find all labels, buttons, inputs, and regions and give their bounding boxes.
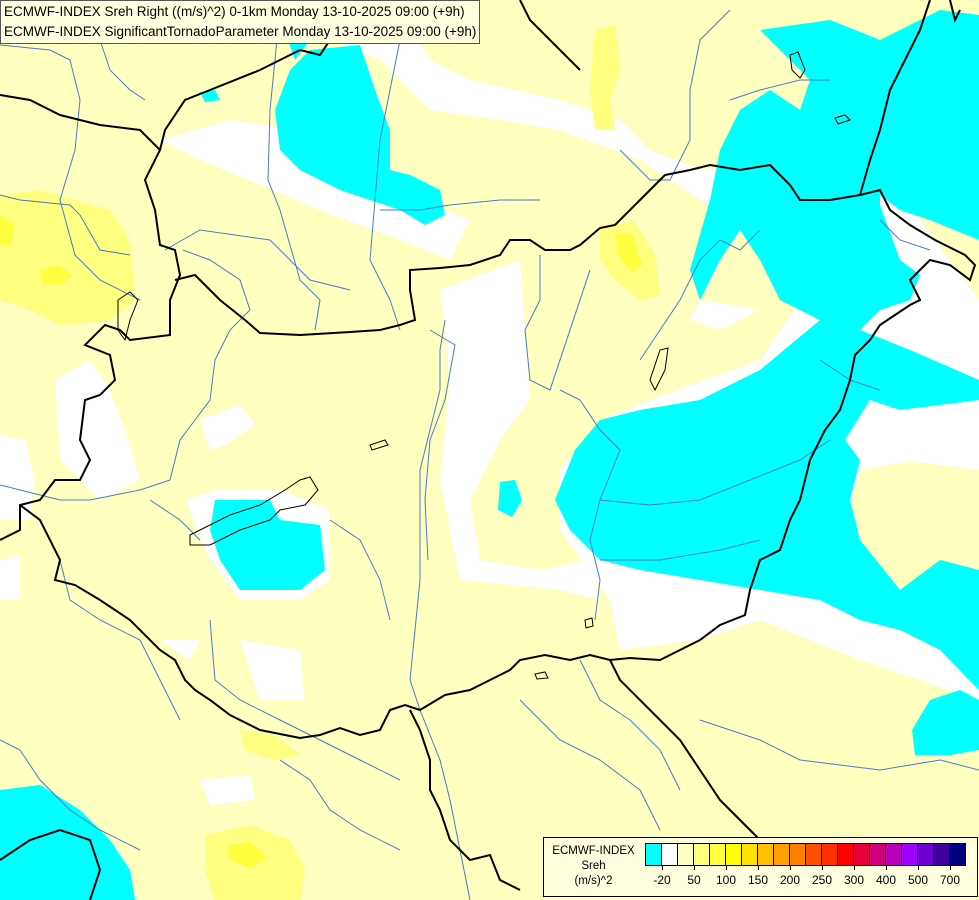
- legend-swatch: [646, 844, 662, 865]
- legend-swatch: [742, 844, 758, 865]
- sreh-yellow-areas: [0, 25, 660, 900]
- legend-swatch: [790, 844, 806, 865]
- rivers: [0, 4, 979, 900]
- legend-swatch: [886, 844, 902, 865]
- legend-swatch: [822, 844, 838, 865]
- legend-swatch: [662, 844, 678, 865]
- legend-tick-label: 400: [875, 873, 897, 887]
- legend-tick-label: 700: [939, 873, 961, 887]
- legend-color-bar: [645, 843, 966, 866]
- legend-swatch: [838, 844, 854, 865]
- legend-tick-label: -20: [653, 873, 671, 887]
- legend-tick-mark: [694, 866, 695, 870]
- legend-swatch: [726, 844, 742, 865]
- legend-tick-label: 250: [811, 873, 833, 887]
- legend-swatch: [950, 844, 965, 865]
- legend-tick-mark: [822, 866, 823, 870]
- legend-tick-mark: [790, 866, 791, 870]
- legend-swatch: [934, 844, 950, 865]
- lakes: [117, 51, 851, 680]
- legend-tick-label: 500: [907, 873, 929, 887]
- legend-tick-mark: [886, 866, 887, 870]
- legend-swatch: [854, 844, 870, 865]
- legend-tick-mark: [662, 866, 663, 870]
- legend-tick-label: 100: [715, 873, 737, 887]
- legend-tick-mark: [950, 866, 951, 870]
- legend-model: ECMWF-INDEX: [552, 845, 635, 857]
- legend-swatch: [870, 844, 886, 865]
- title-line-sreh: ECMWF-INDEX Sreh Right ((m/s)^2) 0-1km M…: [4, 4, 465, 19]
- legend-label: ECMWF-INDEX Sreh (m/s)^2: [546, 844, 641, 889]
- legend-unit: (m/s)^2: [574, 875, 613, 887]
- legend-tick-label: 150: [747, 873, 769, 887]
- map-title-box: ECMWF-INDEX Sreh Right ((m/s)^2) 0-1km M…: [0, 0, 481, 44]
- title-line-stp: ECMWF-INDEX SignificantTornadoParameter …: [4, 24, 477, 39]
- legend-tick-mark: [758, 866, 759, 870]
- legend-swatch: [758, 844, 774, 865]
- legend-swatch: [918, 844, 934, 865]
- legend-tick-mark: [854, 866, 855, 870]
- legend-parameter: Sreh: [581, 860, 606, 872]
- legend-tick-label: 200: [779, 873, 801, 887]
- legend-tick-mark: [918, 866, 919, 870]
- legend-swatch: [678, 844, 694, 865]
- legend-tick-label: 50: [687, 873, 701, 887]
- legend-swatch: [806, 844, 822, 865]
- legend-swatch: [710, 844, 726, 865]
- legend-swatch: [774, 844, 790, 865]
- legend-tick-label: 300: [843, 873, 865, 887]
- legend-tick-mark: [726, 866, 727, 870]
- legend-swatch: [694, 844, 710, 865]
- legend-swatch: [902, 844, 918, 865]
